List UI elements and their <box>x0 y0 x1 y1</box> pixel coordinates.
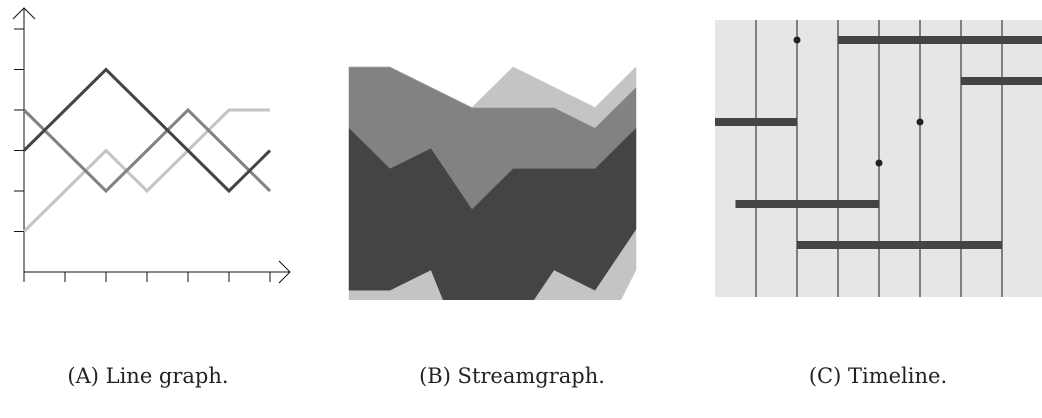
streamgraph <box>348 66 637 300</box>
interval-bar <box>961 77 1042 85</box>
line-graph <box>12 7 291 284</box>
stream-layer <box>349 66 637 129</box>
y-axis-arrow <box>12 7 36 20</box>
caption-streamgraph: (B) Streamgraph. <box>419 364 605 388</box>
stream-layer <box>348 228 637 300</box>
x-axis-arrow <box>278 260 291 284</box>
interval-bar <box>715 118 797 126</box>
timeline <box>715 20 1042 297</box>
interval-bar <box>838 36 1042 44</box>
series-line <box>22 67 272 194</box>
event-dot <box>916 118 924 126</box>
series-line <box>22 107 272 194</box>
caption-timeline: (C) Timeline. <box>808 364 948 388</box>
event-dot <box>793 36 801 44</box>
caption-line-graph: (A) Line graph. <box>67 364 229 388</box>
event-dot <box>875 159 883 167</box>
interval-bar <box>735 200 879 208</box>
interval-bar <box>797 241 1002 249</box>
series-line <box>22 108 270 233</box>
